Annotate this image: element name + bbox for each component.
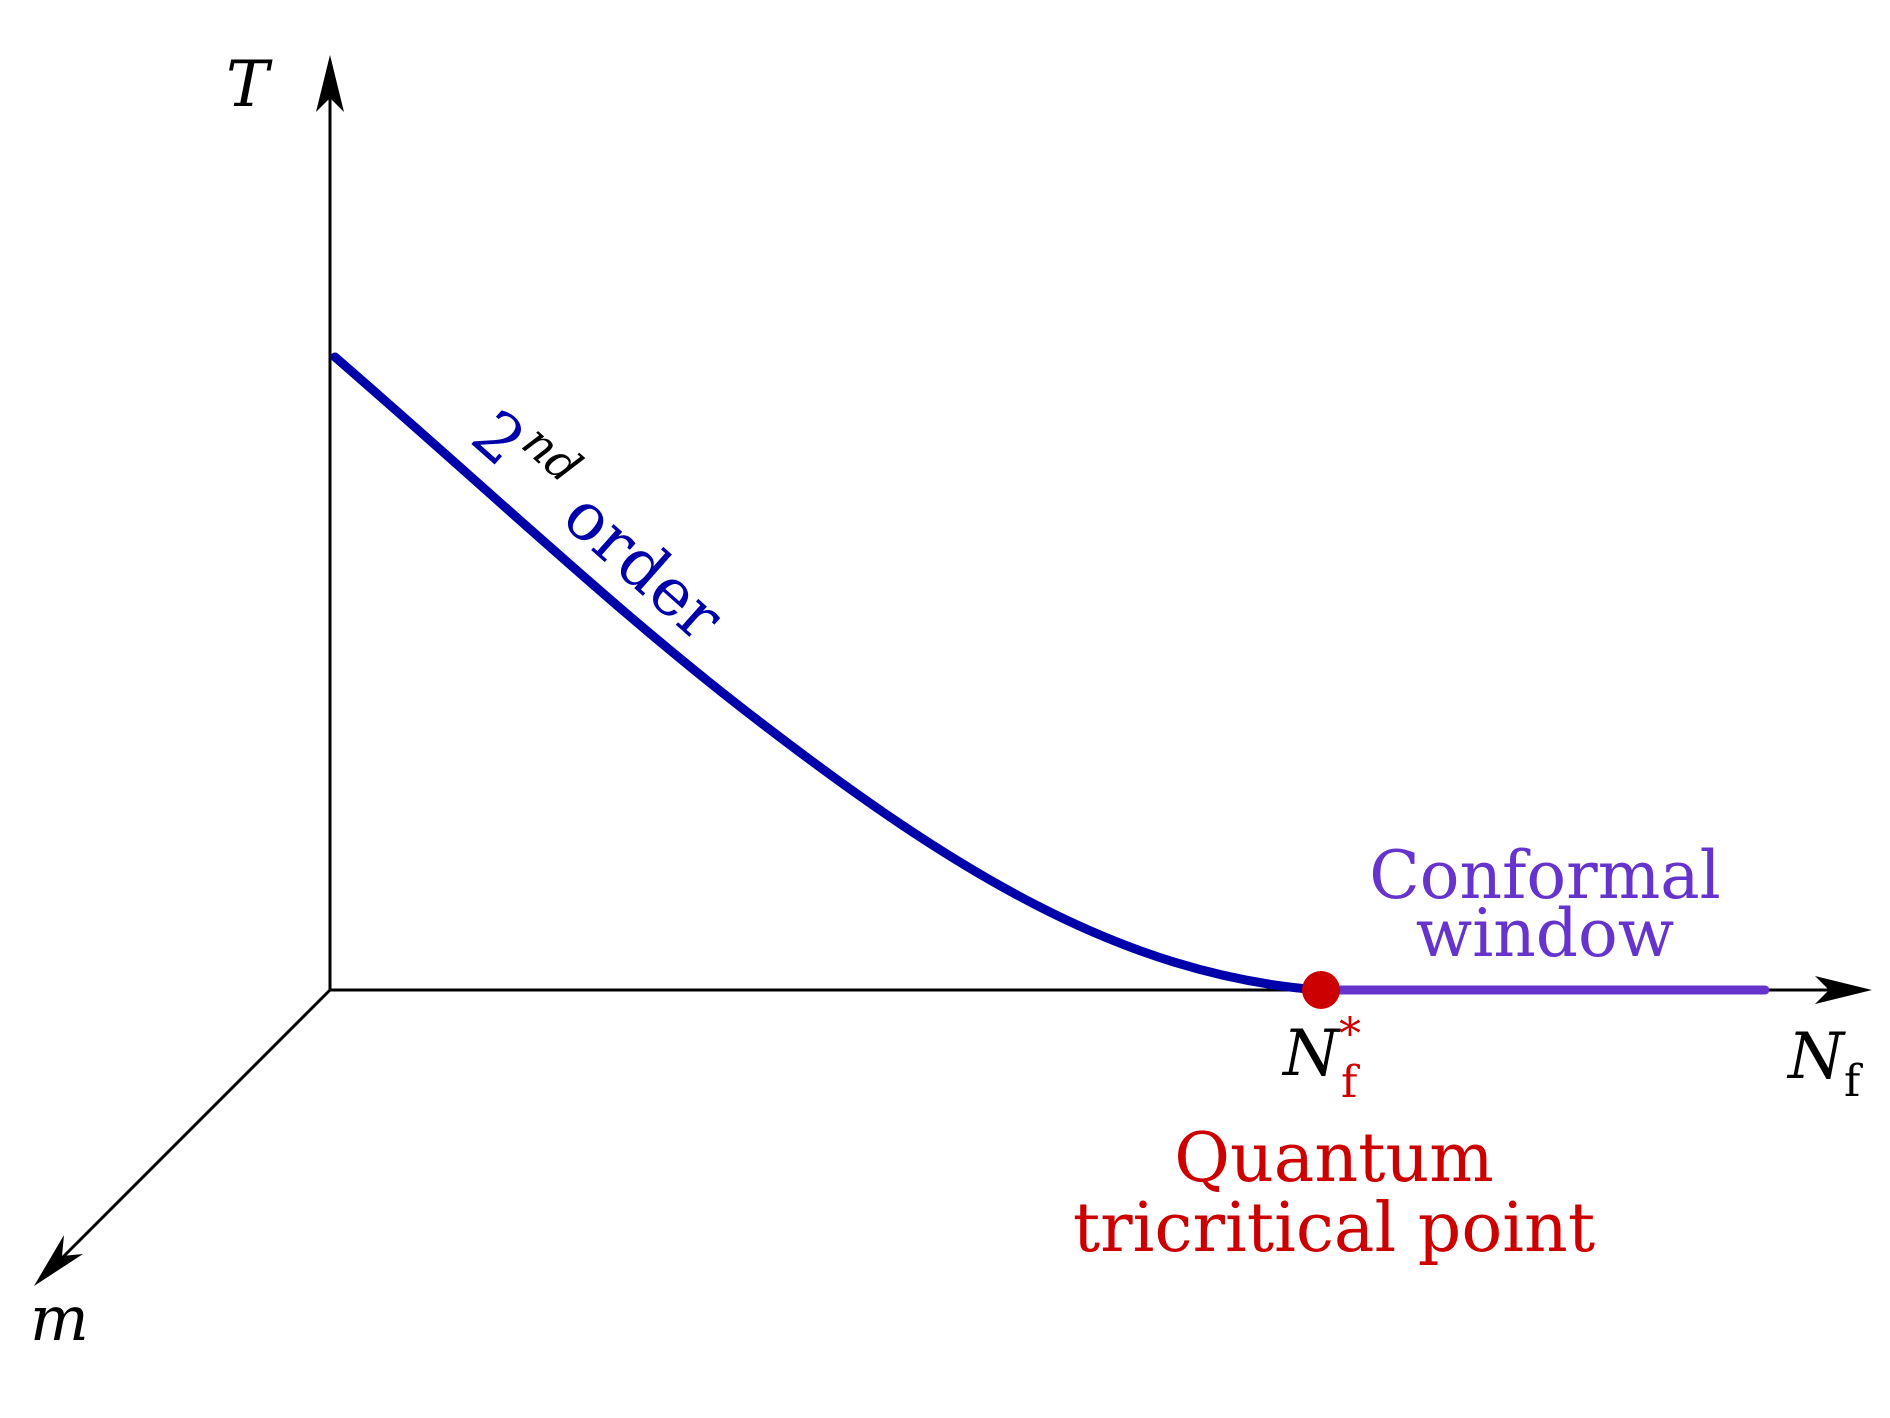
t-axis-arrow-icon — [316, 55, 344, 112]
m-axis — [50, 988, 332, 1270]
critical-point-label: N* f — [1281, 1009, 1361, 1108]
second-order-label: 2nd order — [457, 386, 746, 656]
conformal-window-line2: window — [1416, 895, 1675, 972]
second-order-label-group: 2nd order — [457, 386, 746, 656]
tricritical-point-dot — [1302, 971, 1340, 1009]
t-axis-label: T — [226, 48, 273, 122]
conformal-window-line1: Conformal — [1369, 837, 1721, 914]
nf-axis-label: Nf — [1786, 1020, 1863, 1107]
tricritical-caption-line2: tricritical point — [1073, 1189, 1595, 1268]
m-axis-label: m — [30, 1282, 89, 1355]
tricritical-caption-line1: Quantum — [1174, 1119, 1493, 1198]
m-axis-arrow-icon — [34, 1235, 83, 1286]
critical-point-label-sub: f — [1341, 1057, 1360, 1108]
critical-point-label-sup: * — [1339, 1009, 1361, 1060]
critical-point-label-main: N — [1281, 1017, 1341, 1091]
nf-axis-label-main: N — [1786, 1020, 1846, 1094]
nf-axis-arrow-icon — [1815, 976, 1872, 1004]
second-order-curve — [330, 352, 1325, 995]
nf-axis-label-sub: f — [1844, 1056, 1863, 1107]
